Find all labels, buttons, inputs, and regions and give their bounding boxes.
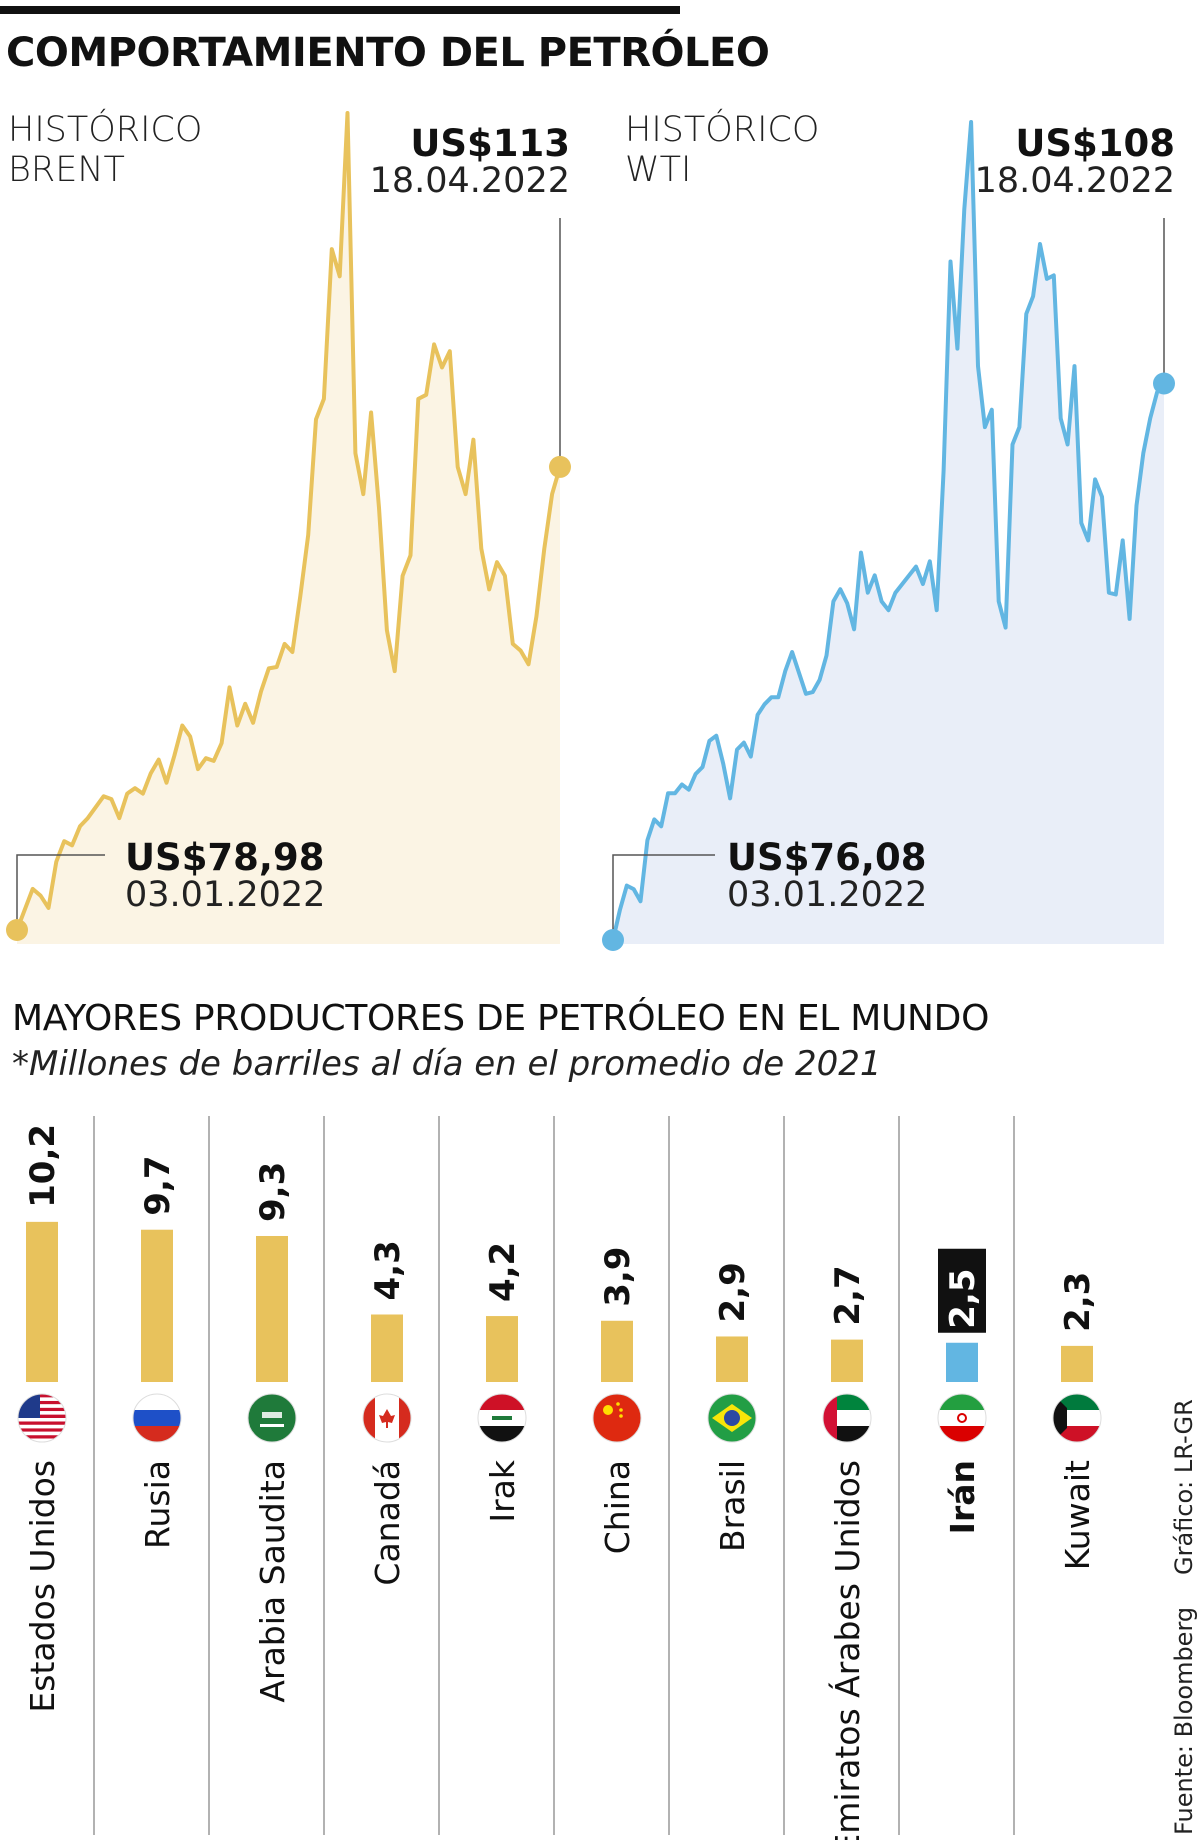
category-label: Irán — [943, 1460, 982, 1534]
graphic-credit: Gráfico: LR-GR — [1170, 1399, 1198, 1575]
category-label: Irak — [483, 1459, 522, 1523]
bar-group: 2,5 Irán — [937, 1248, 987, 1534]
producers-title: MAYORES PRODUCTORES DE PETRÓLEO EN EL MU… — [12, 998, 990, 1039]
flag-china-icon — [593, 1394, 641, 1442]
producers-note: *Millones de barriles al día en el prome… — [12, 1044, 882, 1084]
bar — [486, 1316, 518, 1382]
wti-label-line1: HISTÓRICO — [625, 110, 820, 150]
value-label: 2,9 — [713, 1262, 753, 1322]
value-label: 3,9 — [598, 1247, 638, 1307]
value-label: 9,7 — [138, 1155, 178, 1215]
bar — [256, 1235, 288, 1382]
value-label: 10,2 — [23, 1124, 63, 1208]
brent-end-price: US$113 — [410, 122, 570, 165]
bar-group: 4,3 Canadá — [362, 1240, 412, 1586]
brent-start-price: US$78,98 — [125, 836, 325, 879]
wti-end-point — [1153, 372, 1175, 395]
flag-emiratos-rabes-unidos-icon — [823, 1394, 871, 1442]
flag-estados-unidos-icon — [18, 1394, 66, 1442]
category-label: Kuwait — [1058, 1460, 1097, 1570]
wti-start-date: 03.01.2022 — [727, 875, 928, 915]
wti-start-point — [602, 929, 624, 951]
category-label: Arabia Saudita — [253, 1460, 292, 1703]
flag-canad--icon — [363, 1394, 411, 1442]
bar — [601, 1320, 633, 1382]
bar-group: 10,2 Estados Unidos — [17, 1124, 67, 1713]
brent-start-leader — [16, 854, 105, 930]
category-label: China — [598, 1460, 637, 1554]
brent-end-point — [549, 455, 571, 478]
value-label: 4,3 — [368, 1240, 408, 1300]
brent-line — [15, 111, 562, 931]
wti-start-leader — [612, 854, 715, 940]
main-title: COMPORTAMIENTO DEL PETRÓLEO — [6, 30, 770, 76]
wti-label-line2: WTI — [625, 150, 692, 190]
wti-end-price: US$108 — [1015, 122, 1175, 165]
flag-ir-n-icon — [938, 1394, 986, 1442]
wti-line — [611, 120, 1166, 941]
bar — [716, 1336, 748, 1382]
flag-rusia-icon — [133, 1394, 181, 1442]
title-bar-rule — [0, 6, 680, 14]
flag-brasil-icon — [708, 1394, 756, 1442]
bar-group: 2,9 Brasil — [707, 1262, 757, 1552]
bar — [831, 1339, 863, 1382]
wti-start-price: US$76,08 — [727, 836, 927, 879]
bar — [141, 1229, 173, 1382]
flag-arabia-saudita-icon — [248, 1394, 296, 1442]
value-label: 2,3 — [1058, 1272, 1098, 1332]
category-label: Brasil — [713, 1460, 752, 1552]
bar — [371, 1314, 403, 1382]
value-label: 4,2 — [483, 1242, 523, 1302]
category-label: Emiratos Árabes Unidos — [827, 1460, 867, 1840]
flag-kuwait-icon — [1053, 1394, 1101, 1442]
brent-end-date: 18.04.2022 — [369, 161, 570, 201]
line-charts — [6, 111, 1175, 951]
category-label: Rusia — [138, 1460, 177, 1549]
flag-irak-icon — [478, 1394, 526, 1442]
bar — [946, 1342, 978, 1382]
bar-group: 2,3 Kuwait — [1052, 1272, 1102, 1570]
source-credit: Fuente: Bloomberg — [1170, 1607, 1198, 1835]
bar-group: 2,7 Emiratos Árabes Unidos — [822, 1265, 872, 1840]
bar — [1061, 1345, 1093, 1382]
value-label: 9,3 — [253, 1162, 293, 1222]
bar-group: 4,2 Irak — [477, 1242, 527, 1523]
bar-group: 9,7 Rusia — [132, 1155, 182, 1549]
brent-label-line1: HISTÓRICO — [8, 110, 203, 150]
value-label-highlight-box — [938, 1248, 986, 1333]
wti-end-date: 18.04.2022 — [974, 161, 1175, 201]
brent-area — [17, 113, 560, 944]
value-label: 2,5 — [943, 1269, 983, 1329]
category-label: Estados Unidos — [23, 1460, 62, 1713]
bar-group: 3,9 China — [592, 1247, 642, 1554]
category-label: Canadá — [368, 1460, 407, 1586]
brent-label-line2: BRENT — [8, 150, 125, 190]
brent-start-date: 03.01.2022 — [125, 875, 326, 915]
brent-start-point — [6, 919, 28, 941]
bar — [26, 1221, 58, 1382]
bar-group: 9,3 Arabia Saudita — [247, 1162, 297, 1703]
value-label: 2,7 — [828, 1265, 868, 1325]
wti-area — [613, 122, 1164, 944]
